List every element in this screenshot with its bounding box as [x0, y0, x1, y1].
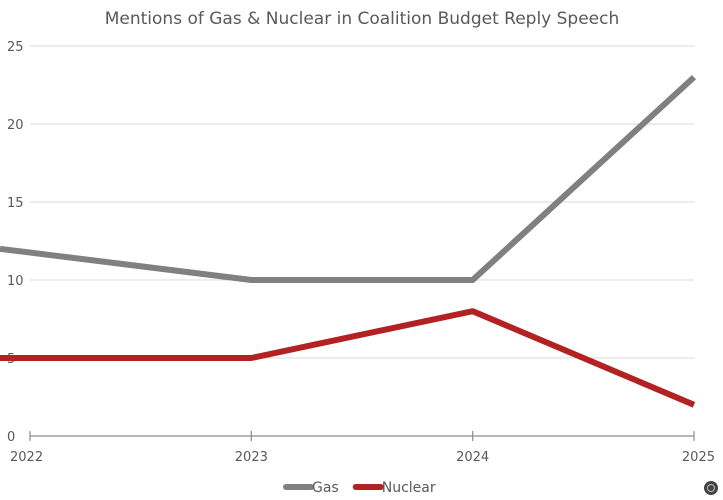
- y-tick-label: 20: [7, 118, 24, 133]
- x-tick-label: 2025: [682, 450, 715, 465]
- y-tick-label: 25: [7, 40, 24, 55]
- chart-title: Mentions of Gas & Nuclear in Coalition B…: [105, 9, 620, 29]
- y-tick-label: 0: [7, 430, 15, 445]
- series-line-gas: [0, 74, 697, 283]
- y-tick-label: 15: [7, 196, 24, 211]
- legend-label-nuclear: Nuclear: [382, 480, 436, 496]
- x-tick-label: 2023: [235, 450, 268, 465]
- x-tick-label: 2024: [456, 450, 489, 465]
- expand-icon[interactable]: [704, 481, 718, 495]
- legend-label-gas: Gas: [312, 480, 339, 496]
- series-line-nuclear: [0, 308, 696, 408]
- x-tick-label: 2022: [10, 450, 43, 465]
- y-tick-label: 10: [7, 274, 24, 289]
